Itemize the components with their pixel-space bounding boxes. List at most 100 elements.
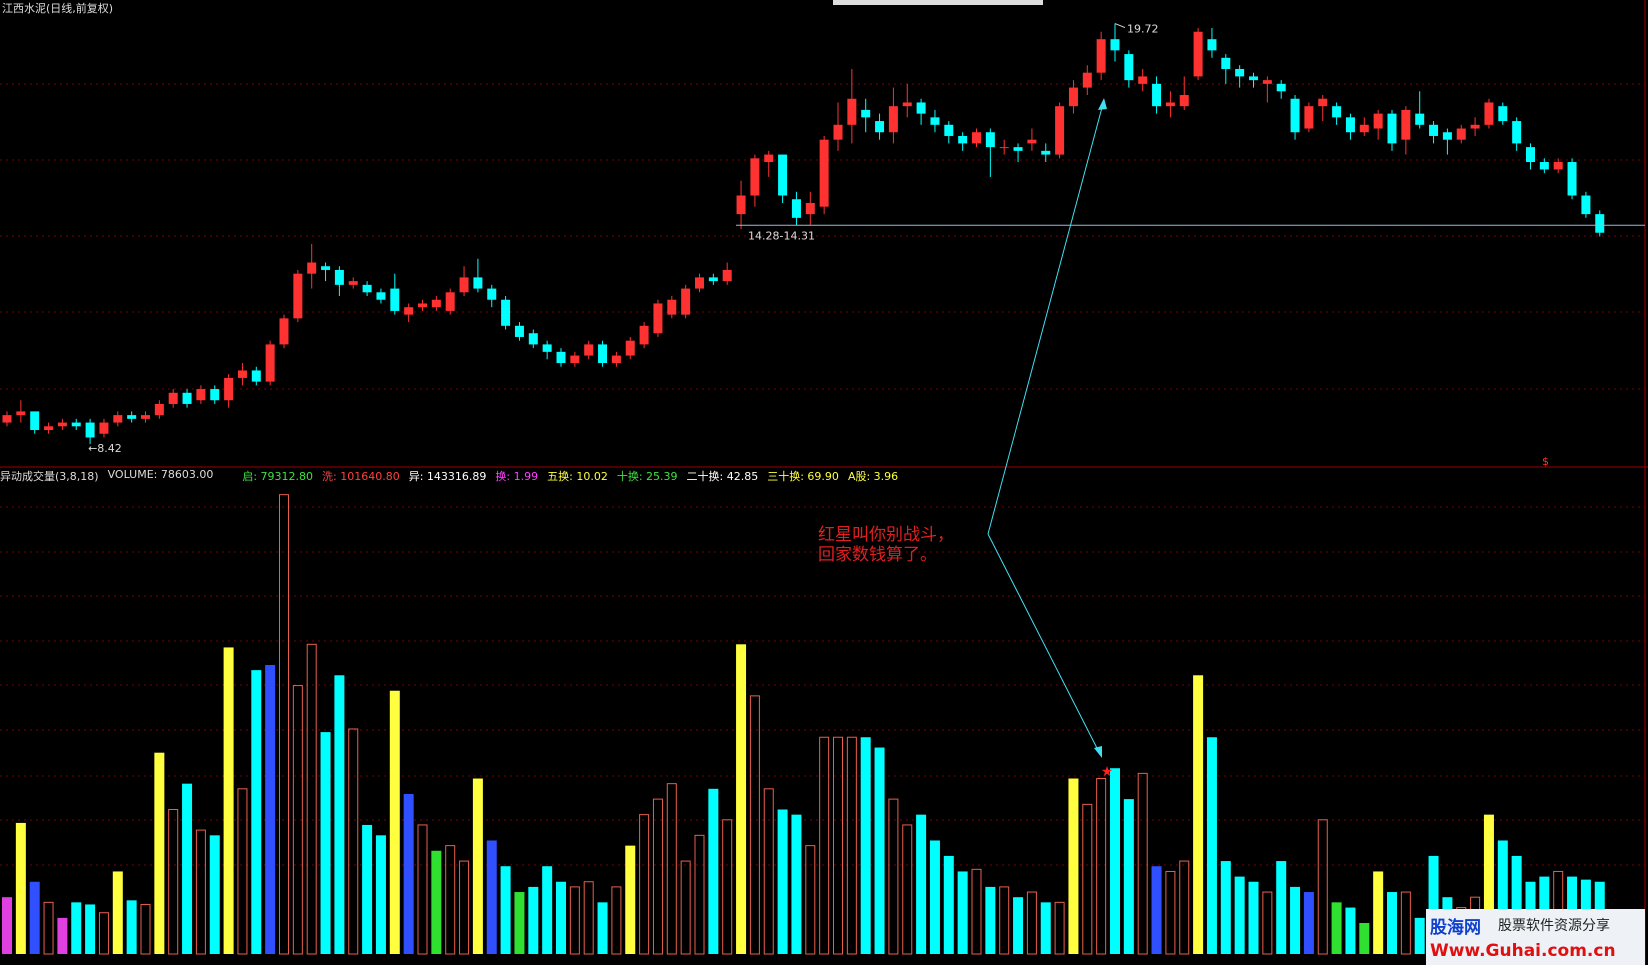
volume-bar xyxy=(722,819,733,955)
candle-body xyxy=(418,303,427,308)
watermark-slogan: 股票软件资源分享 xyxy=(1498,918,1610,934)
candle-body xyxy=(362,284,372,293)
candle-body xyxy=(944,124,954,136)
candle-body xyxy=(1401,109,1411,140)
volume-bar xyxy=(666,783,677,955)
candle-body xyxy=(237,370,247,378)
candle-body xyxy=(1152,83,1162,107)
volume-bar xyxy=(1096,778,1107,955)
volume-bar xyxy=(403,793,414,954)
candle-body xyxy=(196,389,206,401)
candle-body xyxy=(251,370,261,382)
volume-bar xyxy=(1234,876,1245,954)
candle-body xyxy=(888,106,898,133)
candle-body xyxy=(972,132,981,144)
candle-body xyxy=(1235,68,1245,77)
volume-bar xyxy=(85,904,96,954)
volume-bar xyxy=(597,902,608,954)
volume-bar xyxy=(320,732,331,954)
candle-body xyxy=(1276,83,1286,92)
volume-bar xyxy=(1206,737,1217,954)
volume-bar xyxy=(98,912,109,955)
candle-body xyxy=(1373,113,1383,129)
volume-bar xyxy=(957,871,968,954)
candle-body xyxy=(404,307,414,315)
candle-body xyxy=(1041,150,1051,155)
candle-body xyxy=(1387,113,1397,144)
volume-bar xyxy=(943,855,954,954)
candle-body xyxy=(182,392,192,404)
volume-bar xyxy=(694,834,705,955)
volume-bar xyxy=(237,788,248,955)
volume-bar xyxy=(1137,772,1148,955)
volume-bar xyxy=(1082,803,1093,955)
candle-body xyxy=(1567,162,1577,196)
volume-bar xyxy=(971,868,982,955)
volume-bar xyxy=(1290,886,1301,954)
volume-bar xyxy=(1220,861,1231,954)
candle-body xyxy=(639,325,649,345)
volume-bar xyxy=(362,824,373,954)
toolbar-stub xyxy=(833,0,1043,5)
volume-bar xyxy=(1068,778,1079,954)
candle-body xyxy=(1595,214,1605,233)
candle-body xyxy=(293,273,303,319)
candle-body xyxy=(1096,39,1106,73)
candle-body xyxy=(1221,57,1231,69)
candle-body xyxy=(141,415,150,419)
candle-body xyxy=(805,202,815,215)
volume-bar xyxy=(389,690,400,954)
candle-body xyxy=(861,109,871,118)
candle-body xyxy=(958,135,968,144)
candle-body xyxy=(1304,106,1314,129)
volume-readout: VOLUME: 78603.00 xyxy=(107,468,214,481)
candle-body xyxy=(985,132,995,148)
candle-body xyxy=(1512,121,1522,144)
candle-body xyxy=(1345,117,1355,133)
candle-body xyxy=(307,262,317,274)
candle-body xyxy=(321,266,331,270)
candle-body xyxy=(376,292,386,300)
candle-body xyxy=(1429,124,1439,136)
volume-bar xyxy=(846,736,857,955)
candle-body xyxy=(653,303,663,334)
volume-bar xyxy=(528,886,539,954)
candle-body xyxy=(99,422,109,434)
volume-bar xyxy=(251,670,262,954)
volume-bar xyxy=(569,886,580,955)
volume-bar xyxy=(279,494,289,955)
indicator-stat: 五换: 10.02 xyxy=(547,470,608,483)
candle-body xyxy=(598,344,608,364)
candle-body xyxy=(708,277,718,282)
arrow xyxy=(987,533,1102,757)
volume-bar xyxy=(265,664,276,954)
candle-body xyxy=(1110,39,1120,51)
candle-body xyxy=(514,325,524,337)
candle-body xyxy=(1456,128,1466,140)
low-label: ←8.42 xyxy=(88,442,122,455)
candle-body xyxy=(875,121,885,133)
candle-body xyxy=(2,415,12,423)
volume-bar xyxy=(736,644,747,954)
volume-bar xyxy=(680,860,691,955)
volume-bar xyxy=(874,747,885,954)
indicator-stat: 启: 79312.80 xyxy=(242,470,314,483)
high-label: 19.72 xyxy=(1127,23,1159,36)
volume-bar xyxy=(1123,799,1134,954)
volume-header: 异动成交量(3,8,18) VOLUME: 78603.00 启: 79312.… xyxy=(0,468,898,484)
candle-body xyxy=(1498,106,1508,122)
candle-body xyxy=(750,158,760,196)
volume-bar xyxy=(500,866,511,954)
volume-bar xyxy=(1511,855,1522,954)
volume-bar xyxy=(749,695,760,955)
volume-bar xyxy=(140,903,151,955)
volume-bar xyxy=(916,814,927,954)
candle-body xyxy=(1553,162,1563,170)
volume-grid xyxy=(0,506,1645,866)
candle-body xyxy=(1165,102,1175,107)
volume-bar xyxy=(514,892,525,954)
candle-body xyxy=(1290,98,1300,133)
candle-body xyxy=(1013,147,1023,151)
candle-body xyxy=(681,288,691,315)
